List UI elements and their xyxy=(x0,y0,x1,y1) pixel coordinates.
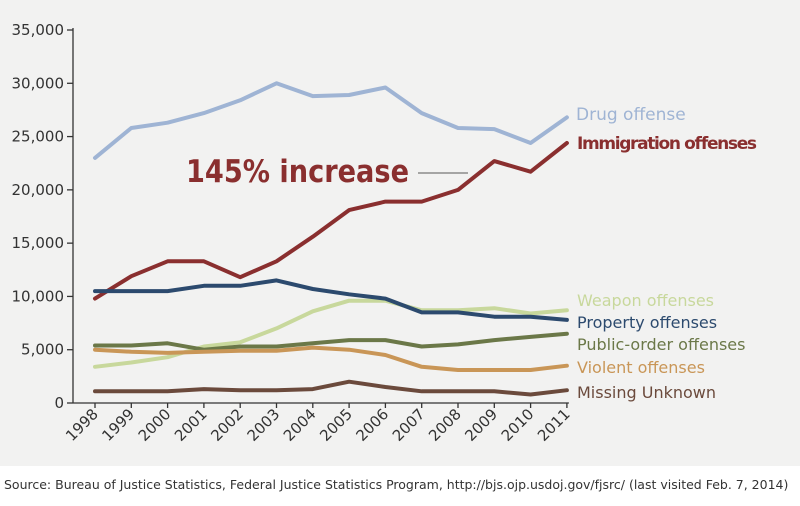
x-tick-label: 2008 xyxy=(425,405,465,445)
x-tick-label: 2002 xyxy=(207,405,247,445)
x-tick-label: 2004 xyxy=(280,405,320,445)
chart-panel: 0 5,000 10,000 15,000 20,000 25,000 30,000 35,0… xyxy=(0,0,800,466)
chart-axes xyxy=(72,28,569,404)
x-tick-label: 2011 xyxy=(534,405,574,445)
series-label: Public-order offenses xyxy=(577,335,745,354)
x-tick-label: 2001 xyxy=(171,405,211,445)
annotation-text: 145% increase xyxy=(186,154,409,190)
x-tick-label: 2005 xyxy=(316,405,356,445)
y-tick-label: 25,000 xyxy=(12,128,65,146)
x-tick-label: 1999 xyxy=(98,405,138,445)
series-label: Weapon offenses xyxy=(577,291,714,310)
x-tick-label: 2006 xyxy=(352,405,392,445)
series-line-public-order-offenses xyxy=(93,331,569,352)
y-tick-label: 20,000 xyxy=(12,181,65,199)
series-line-property-offenses xyxy=(93,278,569,322)
series-lines xyxy=(93,81,569,397)
x-tick-label: 2009 xyxy=(461,405,501,445)
series-line-violent-offenses xyxy=(93,345,569,372)
x-tick-label: 2007 xyxy=(389,405,429,445)
series-label: Drug offense xyxy=(576,105,686,125)
y-tick-label: 30,000 xyxy=(12,74,65,92)
x-tick-label: 2000 xyxy=(135,405,175,445)
x-axis-ticks: 1998199920002001200220032004200520062007… xyxy=(62,403,574,445)
x-tick-label: 2010 xyxy=(498,405,538,445)
annotation-group: 145% increase xyxy=(186,154,468,190)
x-tick-label: 2003 xyxy=(244,405,284,445)
y-axis-ticks: 0 5,000 10,000 15,000 20,000 25,000 30,000 35,0… xyxy=(12,21,73,412)
series-label: Immigration offenses xyxy=(577,134,757,154)
series-labels: Drug offense Immigration offenses Weapon o… xyxy=(576,105,757,402)
source-note: Source: Bureau of Justice Statistics, Fe… xyxy=(4,477,789,492)
series-line-weapon-offenses xyxy=(93,298,569,369)
series-label: Violent offenses xyxy=(577,358,705,377)
series-label: Property offenses xyxy=(577,313,717,332)
series-line-drug-offense xyxy=(93,81,569,160)
series-line-missing-unknown xyxy=(93,379,569,397)
y-tick-label: 5,000 xyxy=(21,341,64,359)
series-label: Missing Unknown xyxy=(577,383,716,402)
y-tick-label: 15,000 xyxy=(12,234,65,252)
y-tick-label: 35,000 xyxy=(12,21,65,39)
series-line-immigration-offenses xyxy=(93,141,569,301)
line-chart: 0 5,000 10,000 15,000 20,000 25,000 30,000 35,0… xyxy=(12,21,758,445)
y-tick-label: 10,000 xyxy=(12,287,65,305)
y-tick-label: 0 xyxy=(54,394,64,412)
x-tick-label: 1998 xyxy=(62,405,102,445)
